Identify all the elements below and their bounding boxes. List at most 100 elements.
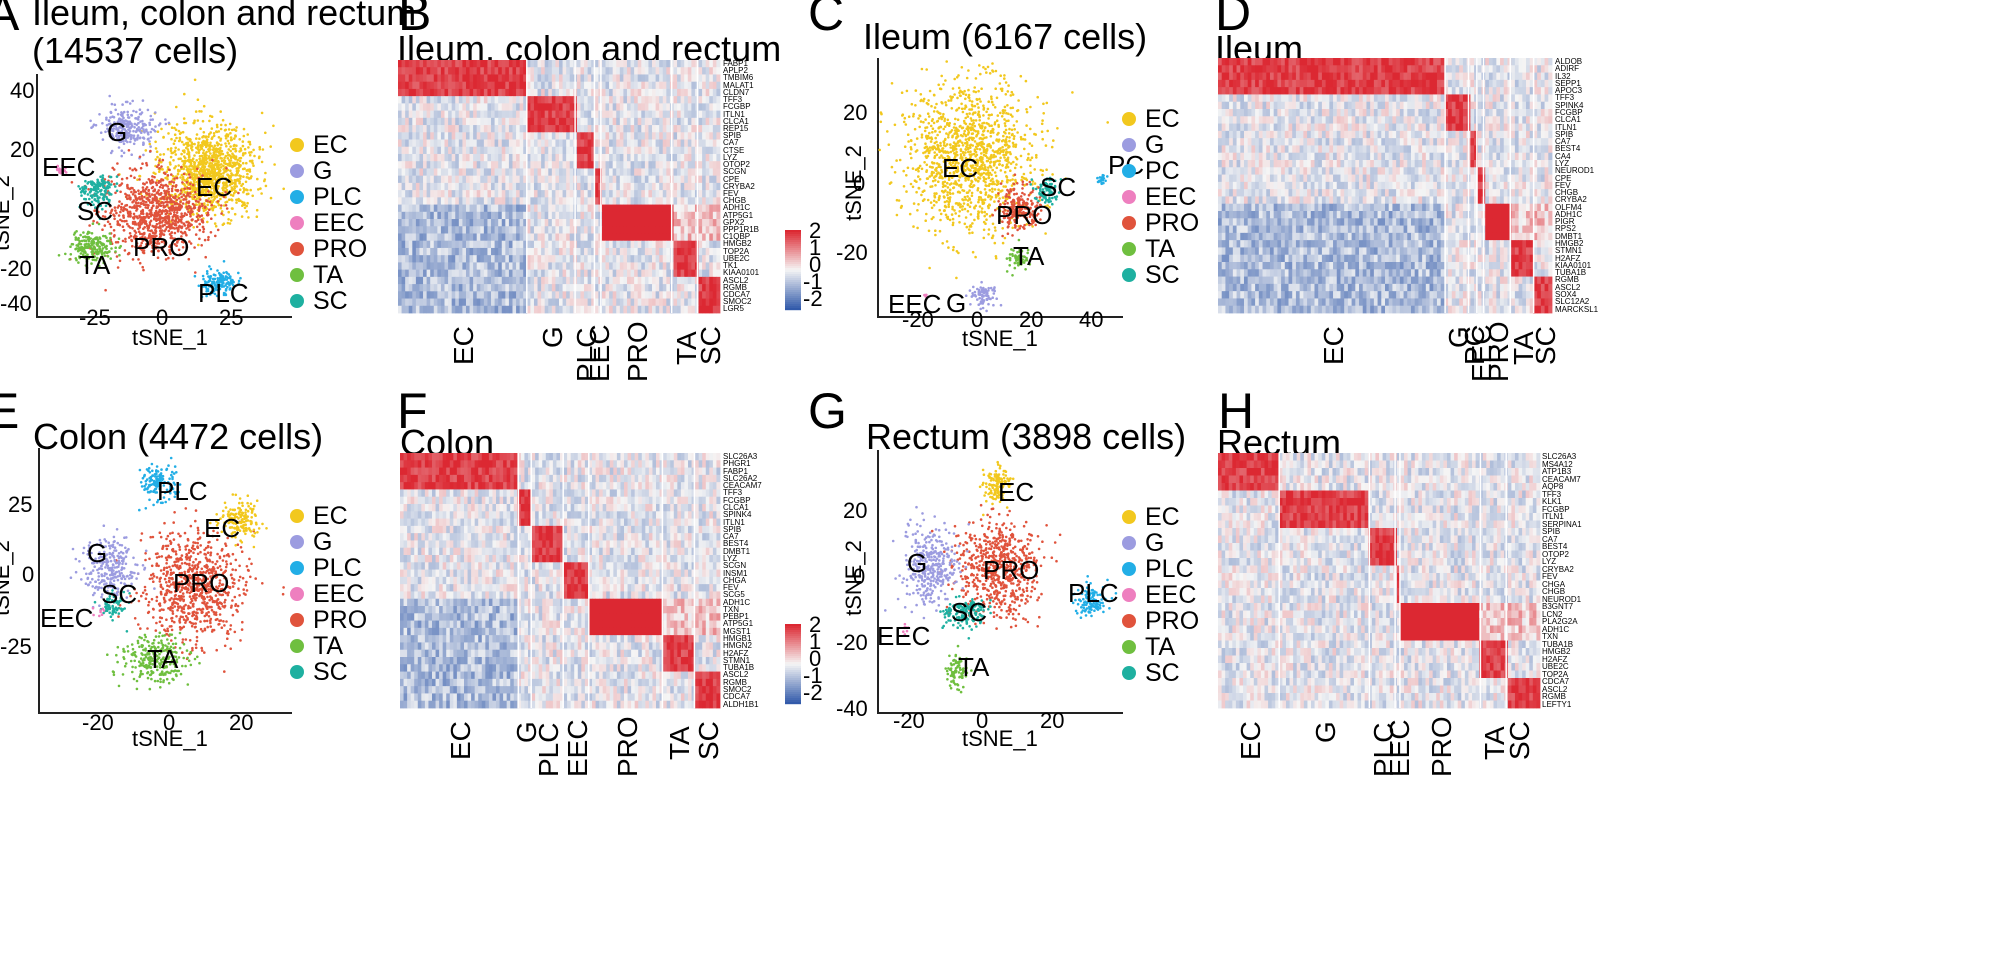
heatmap-cell xyxy=(566,146,571,155)
heatmap-cell xyxy=(523,132,528,140)
heatmap-cell xyxy=(548,67,553,75)
heatmap-cell xyxy=(666,219,671,227)
cell-point xyxy=(219,127,223,131)
heatmap-cell xyxy=(426,168,431,177)
heatmap-cell xyxy=(440,226,445,234)
heatmap-cell xyxy=(605,153,610,162)
cell-point xyxy=(210,137,214,140)
heatmap-cell xyxy=(641,81,646,90)
heatmap-cell xyxy=(626,153,631,162)
heatmap-cell xyxy=(412,103,417,111)
heatmap-cell xyxy=(630,103,635,111)
heatmap-cell xyxy=(526,168,531,177)
cell-point xyxy=(214,224,218,228)
cell-point xyxy=(167,229,171,233)
heatmap-cell xyxy=(512,67,517,75)
cell-point xyxy=(180,152,183,156)
heatmap-cell xyxy=(437,146,442,155)
heatmap-cell xyxy=(519,197,524,205)
cell-point xyxy=(150,127,154,131)
cell-point xyxy=(133,204,136,207)
heatmap-cell xyxy=(451,226,456,234)
heatmap-cell xyxy=(601,197,606,205)
cell-point xyxy=(180,165,183,169)
heatmap-cell xyxy=(601,190,606,198)
heatmap-cell xyxy=(612,211,617,220)
heatmap-cell xyxy=(491,204,495,213)
cell-point xyxy=(130,238,133,242)
heatmap-cell xyxy=(533,182,538,191)
heatmap-cell xyxy=(619,103,624,111)
cell-point xyxy=(204,285,207,288)
heatmap-cell xyxy=(659,153,664,162)
heatmap-cell xyxy=(626,103,631,111)
cell-point xyxy=(205,143,209,146)
heatmap-cell xyxy=(576,168,581,177)
heatmap-cell xyxy=(398,132,402,140)
cell-point xyxy=(90,262,93,265)
heatmap-cell xyxy=(584,219,589,227)
heatmap-cell xyxy=(516,67,521,75)
heatmap-cell xyxy=(716,96,721,104)
cell-point xyxy=(187,257,191,261)
heatmap-cell xyxy=(623,139,628,148)
heatmap-cell xyxy=(469,226,474,234)
heatmap-cell xyxy=(691,190,696,198)
cell-point xyxy=(97,210,100,214)
heatmap-cell xyxy=(483,125,488,133)
heatmap-cell xyxy=(512,161,517,169)
heatmap-cell xyxy=(591,175,596,184)
heatmap-cell xyxy=(462,139,467,148)
heatmap-cell xyxy=(491,182,495,191)
cell-point xyxy=(197,209,201,212)
heatmap-cell xyxy=(426,132,431,140)
heatmap-cell xyxy=(637,117,642,126)
cell-point xyxy=(139,222,143,225)
cell-point xyxy=(207,156,211,159)
heatmap-cell xyxy=(709,103,714,111)
heatmap-cell xyxy=(644,88,649,97)
cell-point xyxy=(123,135,126,138)
cell-point xyxy=(216,161,219,164)
cell-point xyxy=(251,194,254,198)
heatmap-cell xyxy=(465,219,470,227)
heatmap-cell xyxy=(637,60,642,68)
cell-point xyxy=(115,133,119,136)
cell-point xyxy=(148,233,151,236)
cell-point xyxy=(190,209,193,213)
cell-point xyxy=(133,234,137,237)
cell-point xyxy=(252,164,255,167)
cell-point xyxy=(180,240,184,244)
cell-point xyxy=(182,143,186,146)
heatmap-cell xyxy=(444,219,449,227)
heatmap-cell xyxy=(659,67,664,75)
cell-point xyxy=(131,206,135,209)
cell-point xyxy=(177,148,180,151)
cell-point xyxy=(139,120,142,123)
heatmap-cell xyxy=(491,226,495,234)
cell-point xyxy=(181,130,185,134)
cell-point xyxy=(150,234,154,238)
heatmap-cell xyxy=(437,204,442,213)
heatmap-cell xyxy=(648,67,653,75)
cell-point xyxy=(138,178,141,181)
cell-point xyxy=(101,181,105,184)
cell-point xyxy=(211,148,215,152)
cell-point xyxy=(109,175,113,179)
cell-point xyxy=(123,249,127,252)
cell-point xyxy=(217,136,221,139)
heatmap-cell xyxy=(505,60,510,68)
cell-point xyxy=(72,233,76,236)
heatmap-cell xyxy=(591,153,596,162)
cell-point xyxy=(132,134,136,137)
heatmap-cell xyxy=(687,168,692,177)
heatmap-cell xyxy=(494,226,499,234)
cell-point xyxy=(213,283,217,287)
heatmap-cell xyxy=(455,74,460,83)
heatmap-cell xyxy=(630,175,635,184)
heatmap-cell xyxy=(541,175,546,184)
cell-point xyxy=(98,182,101,185)
heatmap-cell xyxy=(512,219,517,227)
cell-point xyxy=(204,192,208,195)
cell-point xyxy=(124,237,127,241)
